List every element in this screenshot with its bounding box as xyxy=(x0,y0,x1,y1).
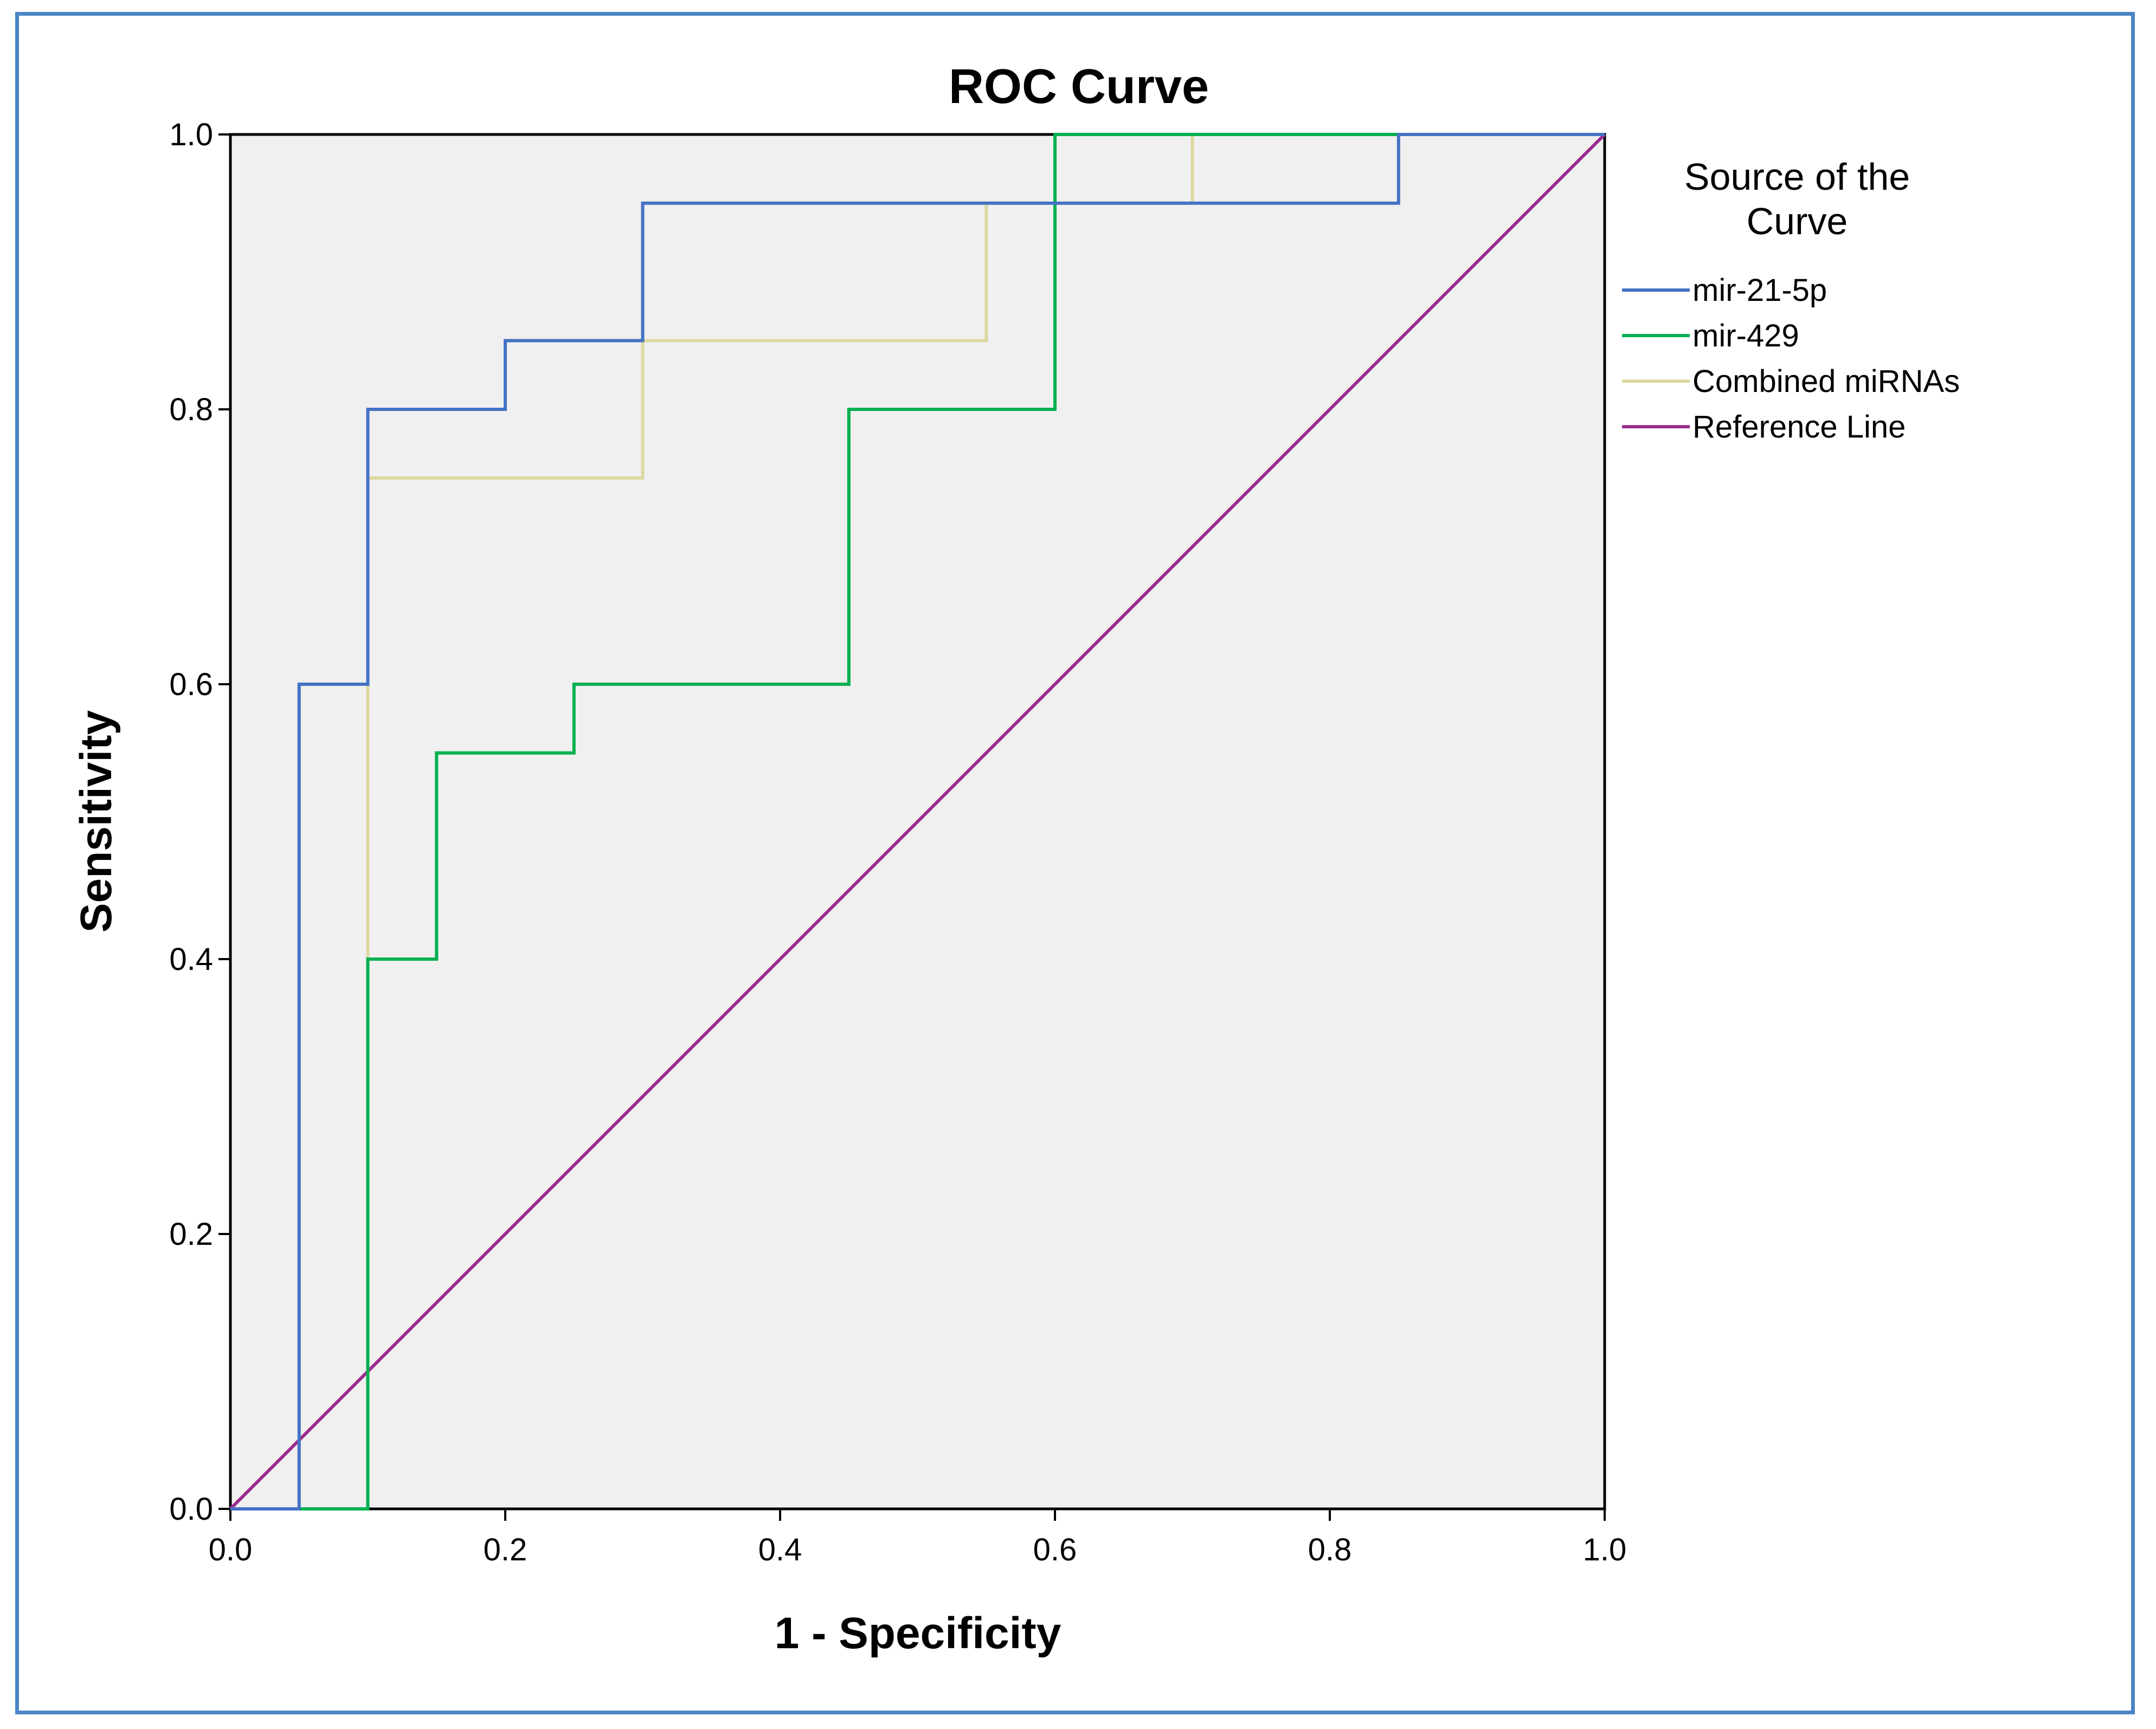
y-tick-label-1: 0.2 xyxy=(169,1217,213,1252)
legend: Source of the Curve mir-21-5p mir-429 Comb… xyxy=(1622,156,1960,445)
legend-title-line1: Source of the xyxy=(1684,156,1910,198)
x-axis-title: 1 - Specificity xyxy=(775,1609,1061,1658)
legend-label-mir-429: mir-429 xyxy=(1692,318,1799,353)
legend-label-mir-21-5p: mir-21-5p xyxy=(1692,273,1827,308)
y-tick-label-2: 0.4 xyxy=(169,942,213,977)
x-tick-label-3: 0.6 xyxy=(1033,1532,1077,1567)
y-tick-label-0: 0.0 xyxy=(169,1492,213,1527)
series-layer xyxy=(229,133,1606,1511)
legend-label-combined-mirnas: Combined miRNAs xyxy=(1692,364,1960,399)
y-axis: 0.0 0.2 0.4 0.6 0.8 1.0 xyxy=(169,117,230,1527)
x-tick-label-1: 0.2 xyxy=(484,1532,527,1567)
legend-title-line2: Curve xyxy=(1747,200,1848,242)
series-line-mir-21-5p xyxy=(230,133,1605,1511)
y-tick-label-5: 1.0 xyxy=(169,117,213,152)
chart-title: ROC Curve xyxy=(949,60,1209,114)
y-axis-title: Sensitivity xyxy=(72,710,121,933)
series-line-mir-429 xyxy=(230,133,1605,1511)
x-tick-label-5: 1.0 xyxy=(1583,1532,1627,1567)
x-tick-label-2: 0.4 xyxy=(758,1532,802,1567)
x-tick-label-0: 0.0 xyxy=(209,1532,253,1567)
y-tick-label-3: 0.6 xyxy=(169,667,213,702)
y-tick-label-4: 0.8 xyxy=(169,392,213,427)
x-tick-label-4: 0.8 xyxy=(1308,1532,1352,1567)
legend-label-reference-line: Reference Line xyxy=(1692,409,1906,445)
x-axis: 0.0 0.2 0.4 0.6 0.8 1.0 xyxy=(209,1509,1627,1567)
series-line-reference-line xyxy=(229,133,1606,1511)
